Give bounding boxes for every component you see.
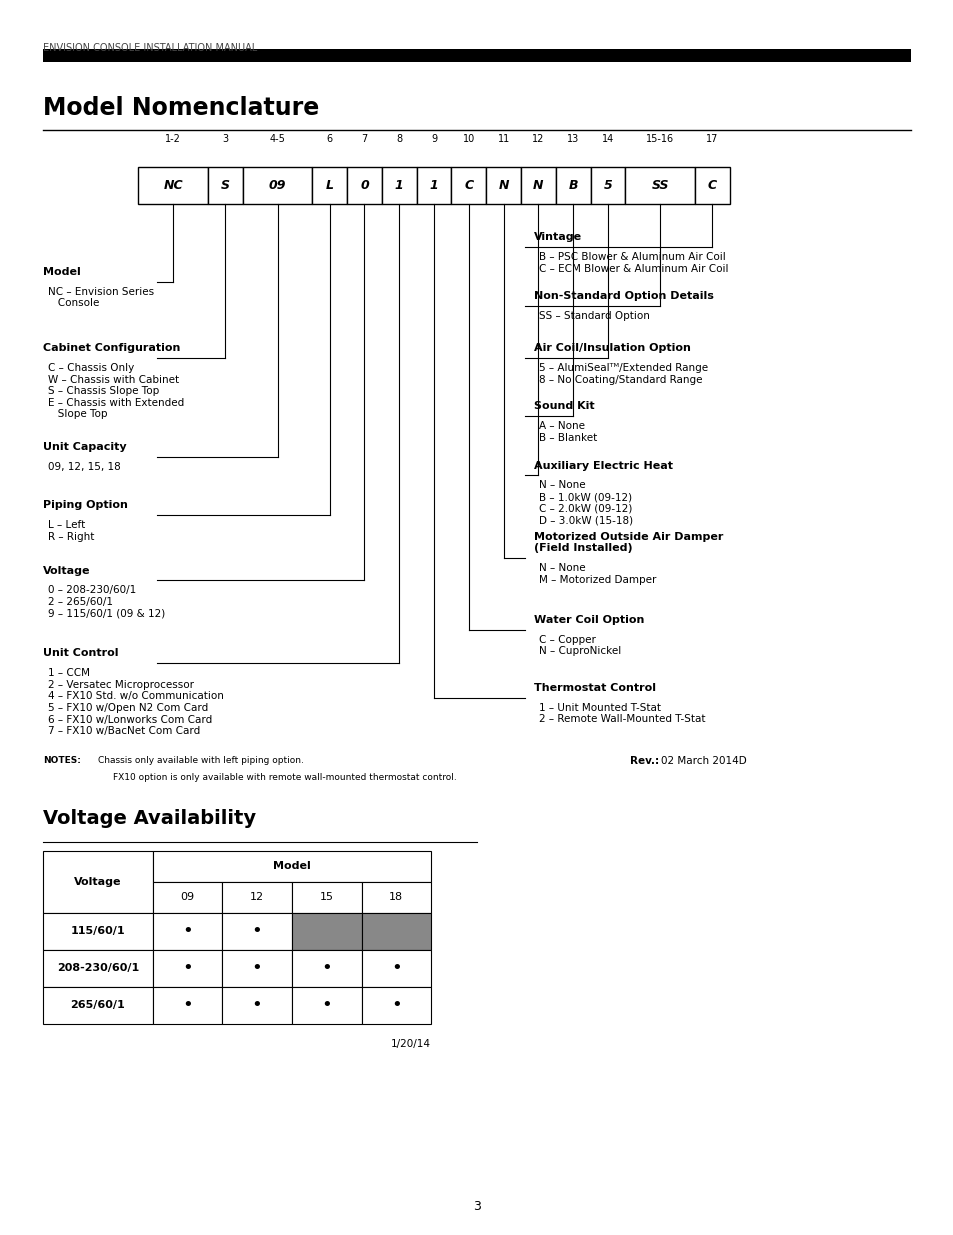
Text: 1: 1 (429, 179, 438, 191)
Text: N: N (533, 179, 543, 191)
Text: B: B (568, 179, 578, 191)
Text: Motorized Outside Air Damper
(Field Installed): Motorized Outside Air Damper (Field Inst… (534, 532, 723, 553)
Bar (222, 882, 292, 913)
Text: 9: 9 (431, 135, 436, 144)
Text: 1-2: 1-2 (165, 135, 181, 144)
Text: ENVISION CONSOLE INSTALLATION MANUAL: ENVISION CONSOLE INSTALLATION MANUAL (43, 43, 257, 53)
Text: L: L (325, 179, 334, 191)
Text: 0 – 208-230/60/1
2 – 265/60/1
9 – 115/60/1 (09 & 12): 0 – 208-230/60/1 2 – 265/60/1 9 – 115/60… (48, 585, 165, 619)
Text: B – PSC Blower & Aluminum Air Coil
C – ECM Blower & Aluminum Air Coil: B – PSC Blower & Aluminum Air Coil C – E… (538, 252, 728, 273)
Text: NC: NC (163, 179, 183, 191)
Text: 3: 3 (222, 135, 228, 144)
Text: 208-230/60/1: 208-230/60/1 (56, 963, 139, 973)
Bar (292, 882, 361, 913)
Text: 6: 6 (326, 135, 333, 144)
Text: Non-Standard Option Details: Non-Standard Option Details (534, 291, 714, 301)
Text: Voltage: Voltage (74, 877, 121, 887)
Text: Unit Control: Unit Control (43, 648, 118, 658)
Text: C – Copper
N – CuproNickel: C – Copper N – CuproNickel (538, 635, 620, 656)
Bar (208, 167, 242, 204)
Text: L – Left
R – Right: L – Left R – Right (48, 520, 94, 541)
Text: Model: Model (273, 861, 311, 872)
Text: 09, 12, 15, 18: 09, 12, 15, 18 (48, 462, 120, 472)
Text: C: C (464, 179, 473, 191)
Text: N – None
M – Motorized Damper: N – None M – Motorized Damper (538, 563, 656, 584)
Text: 17: 17 (705, 135, 718, 144)
Text: Cabinet Configuration: Cabinet Configuration (43, 343, 180, 353)
Bar (361, 913, 431, 950)
Bar (361, 950, 431, 987)
Text: Water Coil Option: Water Coil Option (534, 615, 644, 625)
Text: 5 – AlumiSealᵀᴹ/Extended Range
8 – No Coating/Standard Range: 5 – AlumiSealᵀᴹ/Extended Range 8 – No Co… (538, 363, 707, 384)
Bar (416, 167, 451, 204)
Bar (361, 987, 431, 1024)
Text: 4-5: 4-5 (270, 135, 285, 144)
Bar (556, 167, 590, 204)
Text: Chassis only available with left piping option.: Chassis only available with left piping … (98, 756, 304, 764)
Text: •: • (182, 960, 193, 977)
Text: •: • (391, 960, 401, 977)
Text: 115/60/1: 115/60/1 (71, 926, 125, 936)
Bar (152, 987, 222, 1024)
Text: NOTES:: NOTES: (43, 756, 81, 764)
Text: 1 – CCM
2 – Versatec Microprocessor
4 – FX10 Std. w/o Communication
5 – FX10 w/O: 1 – CCM 2 – Versatec Microprocessor 4 – … (48, 668, 223, 736)
Text: •: • (182, 997, 193, 1014)
Text: A – None
B – Blanket: A – None B – Blanket (538, 421, 597, 442)
Text: SS: SS (651, 179, 668, 191)
Text: 10: 10 (462, 135, 475, 144)
Text: 0: 0 (359, 179, 369, 191)
Text: •: • (391, 997, 401, 1014)
Bar (152, 882, 222, 913)
Bar (695, 167, 729, 204)
Text: Air Coil/Insulation Option: Air Coil/Insulation Option (534, 343, 690, 353)
Text: FX10 option is only available with remote wall-mounted thermostat control.: FX10 option is only available with remot… (112, 773, 456, 782)
Text: 1/20/14: 1/20/14 (391, 1039, 431, 1049)
Text: Model: Model (43, 267, 81, 277)
Bar (590, 167, 625, 204)
Bar (451, 167, 486, 204)
Bar (152, 950, 222, 987)
Bar (222, 987, 292, 1024)
Text: C – Chassis Only
W – Chassis with Cabinet
S – Chassis Slope Top
E – Chassis with: C – Chassis Only W – Chassis with Cabine… (48, 363, 184, 420)
Bar (222, 913, 292, 950)
Text: 15-16: 15-16 (645, 135, 674, 144)
Text: •: • (321, 997, 332, 1014)
Text: SS – Standard Option: SS – Standard Option (538, 311, 649, 321)
Text: 12: 12 (250, 892, 264, 903)
Bar (361, 882, 431, 913)
Text: C: C (707, 179, 717, 191)
Text: •: • (252, 923, 262, 940)
Text: Voltage Availability: Voltage Availability (43, 809, 255, 827)
Bar (312, 167, 347, 204)
Text: Rev.:: Rev.: (629, 756, 661, 766)
Text: 3: 3 (473, 1200, 480, 1213)
Bar (347, 167, 381, 204)
Bar (292, 987, 361, 1024)
Text: Thermostat Control: Thermostat Control (534, 683, 656, 693)
Bar (520, 167, 556, 204)
Bar (381, 167, 416, 204)
Text: N: N (497, 179, 508, 191)
Text: 12: 12 (532, 135, 544, 144)
Bar (138, 167, 208, 204)
Text: N – None
B – 1.0kW (09-12)
C – 2.0kW (09-12)
D – 3.0kW (15-18): N – None B – 1.0kW (09-12) C – 2.0kW (09… (538, 480, 633, 525)
Text: 02 March 2014D: 02 March 2014D (660, 756, 746, 766)
Bar (43, 987, 152, 1024)
Bar (152, 913, 222, 950)
Bar (625, 167, 695, 204)
Text: •: • (252, 960, 262, 977)
Text: NC – Envision Series
   Console: NC – Envision Series Console (48, 287, 153, 308)
Bar (292, 950, 361, 987)
Text: 09: 09 (269, 179, 286, 191)
Text: Sound Kit: Sound Kit (534, 401, 595, 411)
Text: •: • (321, 960, 332, 977)
Text: 15: 15 (319, 892, 334, 903)
Text: Voltage: Voltage (43, 566, 91, 576)
Text: 265/60/1: 265/60/1 (71, 1000, 125, 1010)
Bar (152, 851, 431, 882)
Text: Piping Option: Piping Option (43, 500, 128, 510)
Text: 7: 7 (361, 135, 367, 144)
Text: 14: 14 (601, 135, 614, 144)
Bar (43, 49, 910, 62)
Text: 13: 13 (566, 135, 578, 144)
